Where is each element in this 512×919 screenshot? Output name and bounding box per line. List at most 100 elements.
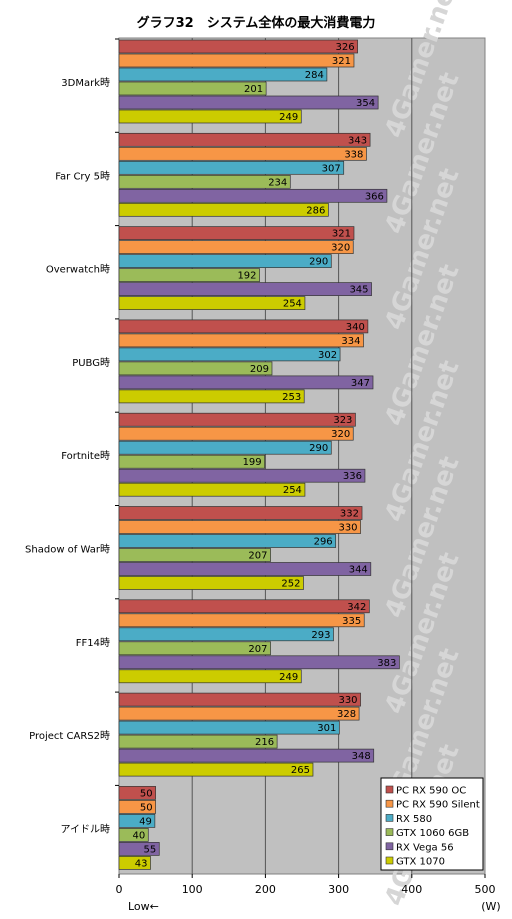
bar-value-label: 252 bbox=[281, 579, 300, 590]
bar bbox=[118, 482, 306, 497]
bar bbox=[118, 520, 361, 534]
bar bbox=[118, 734, 278, 749]
bar bbox=[118, 95, 379, 110]
bar bbox=[118, 748, 375, 763]
bar bbox=[118, 375, 374, 390]
bar bbox=[118, 160, 345, 175]
bar-value-label: 50 bbox=[140, 802, 153, 813]
bar-value-label: 207 bbox=[248, 551, 267, 562]
bar-value-label: 320 bbox=[331, 243, 350, 254]
bar-value-label: 301 bbox=[317, 723, 336, 734]
bar bbox=[118, 454, 266, 469]
bar-value-label: 286 bbox=[306, 205, 325, 216]
bar bbox=[118, 828, 149, 842]
bar bbox=[118, 800, 156, 814]
bar-value-label: 290 bbox=[309, 443, 328, 454]
category-label: Overwatch時 bbox=[46, 264, 110, 276]
bar bbox=[118, 814, 156, 828]
bar-value-label: 330 bbox=[338, 695, 357, 706]
bar-value-label: 307 bbox=[322, 163, 341, 174]
bar-value-label: 192 bbox=[237, 271, 256, 282]
bar-value-label: 55 bbox=[144, 844, 157, 855]
bar-value-label: 343 bbox=[348, 135, 367, 146]
bar-value-label: 332 bbox=[340, 509, 359, 520]
bar bbox=[118, 296, 306, 310]
x-tick-label: 100 bbox=[182, 883, 203, 896]
category-label: Shadow of War時 bbox=[25, 544, 110, 556]
bar-value-label: 336 bbox=[343, 471, 362, 482]
bar-value-label: 366 bbox=[365, 191, 384, 202]
bar bbox=[118, 81, 267, 96]
bar bbox=[118, 240, 354, 254]
legend-label: RX Vega 56 bbox=[396, 842, 454, 853]
x-tick-label: 500 bbox=[475, 883, 496, 896]
bar bbox=[118, 506, 363, 520]
bar bbox=[118, 440, 332, 455]
bar bbox=[118, 319, 369, 334]
legend: PC RX 590 OC PC RX 590 Silent RX 580 GTX 10… bbox=[380, 777, 484, 871]
bar-value-label: 323 bbox=[333, 415, 352, 426]
category-label: FF14時 bbox=[76, 637, 110, 649]
bar-value-label: 199 bbox=[243, 457, 262, 468]
bar bbox=[118, 548, 271, 562]
bar-value-label: 321 bbox=[332, 56, 351, 67]
legend-swatch bbox=[385, 799, 394, 808]
bar-value-label: 207 bbox=[248, 644, 267, 655]
bar-value-label: 345 bbox=[349, 285, 368, 296]
bar bbox=[118, 655, 400, 670]
bar-value-label: 347 bbox=[351, 378, 370, 389]
bar bbox=[118, 389, 305, 404]
bar bbox=[118, 599, 370, 614]
bar-value-label: 293 bbox=[311, 630, 330, 641]
category-labels: 3DMark時 Far Cry 5時 Overwatch時 PUBG時 Fortnite… bbox=[25, 38, 119, 835]
legend-swatch bbox=[385, 785, 394, 794]
bar-value-label: 265 bbox=[291, 765, 310, 776]
legend-label: PC RX 590 OC bbox=[396, 786, 466, 797]
bar bbox=[118, 706, 360, 721]
bar bbox=[118, 468, 366, 483]
bar bbox=[118, 786, 156, 800]
bar-value-label: 216 bbox=[255, 737, 274, 748]
bar-value-label: 348 bbox=[352, 751, 371, 762]
x-tick-label: 0 bbox=[116, 883, 123, 896]
bar bbox=[118, 282, 372, 296]
bar-value-label: 249 bbox=[279, 672, 298, 683]
category-label: アイドル時 bbox=[61, 823, 111, 835]
bar bbox=[118, 669, 302, 684]
bar-value-label: 344 bbox=[349, 565, 368, 576]
bar bbox=[118, 720, 340, 735]
bar bbox=[118, 67, 328, 82]
bar-value-label: 354 bbox=[356, 98, 375, 109]
x-axis-label-right: (W) bbox=[481, 900, 500, 913]
bar bbox=[118, 53, 355, 68]
bar-value-label: 326 bbox=[336, 42, 355, 53]
x-tick-label: 300 bbox=[328, 883, 349, 896]
bar bbox=[118, 333, 364, 348]
bar bbox=[118, 174, 291, 189]
category-label: PUBG時 bbox=[72, 357, 110, 369]
bar bbox=[118, 842, 160, 856]
bar-value-label: 302 bbox=[318, 350, 337, 361]
legend-label: GTX 1060 6GB bbox=[396, 828, 469, 839]
x-axis: 0 100 200 300 400 500 bbox=[116, 874, 496, 896]
bar-value-label: 296 bbox=[314, 537, 333, 548]
bar-value-label: 201 bbox=[244, 84, 263, 95]
category-label: Project CARS2時 bbox=[29, 730, 110, 742]
x-axis-label-left: Low← bbox=[128, 900, 159, 913]
bar-value-label: 254 bbox=[283, 299, 302, 310]
bar-value-label: 209 bbox=[250, 364, 269, 375]
bar-value-label: 328 bbox=[337, 709, 356, 720]
x-tick-label: 200 bbox=[255, 883, 276, 896]
bar bbox=[118, 762, 314, 777]
bar bbox=[118, 188, 388, 203]
bar bbox=[118, 576, 304, 590]
bar-value-label: 234 bbox=[268, 177, 287, 188]
bar bbox=[118, 856, 151, 870]
bar bbox=[118, 254, 332, 268]
bar-value-label: 249 bbox=[279, 112, 298, 123]
bar-value-label: 284 bbox=[305, 70, 324, 81]
bar-value-label: 290 bbox=[309, 257, 328, 268]
legend-box bbox=[380, 777, 484, 871]
